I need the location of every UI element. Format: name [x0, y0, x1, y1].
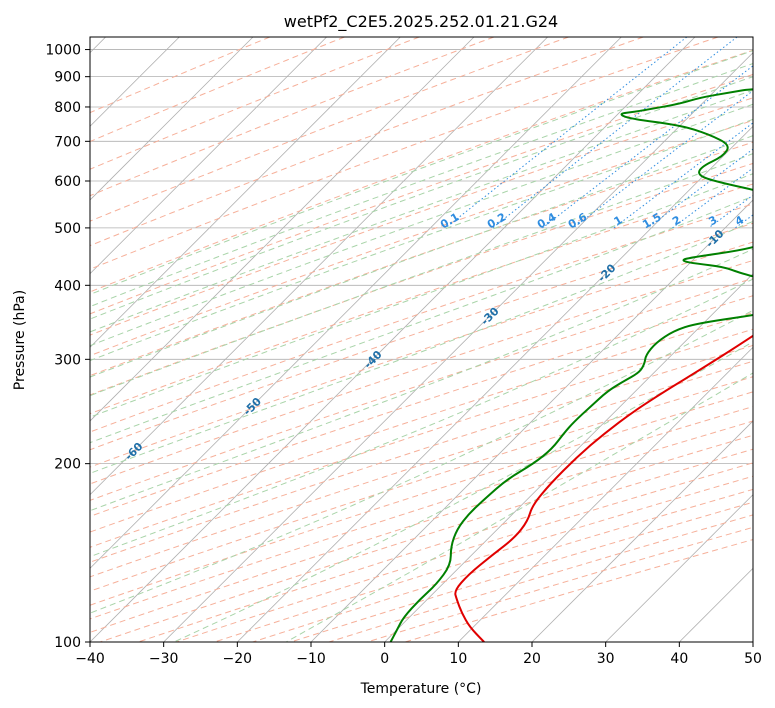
isotherm-line	[237, 125, 753, 642]
x-tick-label: 0	[380, 651, 389, 667]
y-axis-ticks: 100 200 300 400 500 600 700 800 900 1000	[45, 43, 90, 651]
x-tick-label: 50	[744, 651, 762, 667]
moist-adiabat-line	[90, 118, 753, 362]
chart-title: wetPf2_C2E5.2025.252.01.21.G24	[284, 12, 558, 32]
isotherm-line	[605, 494, 753, 642]
dry-adiabat-line	[90, 37, 420, 170]
moist-adiabat-lines	[90, 50, 753, 642]
dry-adiabat-line	[90, 141, 753, 377]
dry-adiabat-line	[90, 312, 753, 533]
y-tick-label: 600	[54, 174, 81, 190]
isotherm-line	[90, 37, 254, 201]
dry-adiabat-line	[90, 328, 753, 548]
dry-adiabat-line	[90, 97, 753, 336]
moist-adiabat-line	[90, 220, 753, 474]
dry-adiabat-line	[90, 37, 345, 143]
y-tick-label: 800	[54, 100, 81, 116]
isotherm-line	[90, 37, 548, 496]
y-tick-label: 700	[54, 134, 81, 150]
x-tick-label: −20	[223, 651, 253, 667]
y-axis-label: Pressure (hPa)	[12, 290, 28, 390]
moist-adiabat-line	[90, 135, 753, 378]
dry-adiabat-line	[90, 277, 753, 501]
plot-area: 0.10.20.40.611.52346810131620253036-100-…	[90, 37, 753, 642]
x-tick-label: −40	[75, 651, 105, 667]
y-tick-label: 500	[54, 221, 81, 237]
moist-adiabat-line	[90, 76, 753, 320]
y-tick-label: 400	[54, 278, 81, 294]
x-tick-label: −10	[296, 651, 326, 667]
moist-adiabat-line	[90, 89, 753, 333]
mixing-ratio-line	[492, 37, 738, 229]
dry-adiabat-line	[90, 183, 753, 415]
moist-adiabat-line	[90, 195, 753, 444]
isotherm-line	[90, 37, 696, 642]
y-tick-label: 900	[54, 70, 81, 86]
dry-adiabat-line	[90, 360, 753, 578]
dewpoint-profile-line	[389, 88, 753, 642]
dry-adiabat-line	[90, 259, 753, 485]
x-tick-label: 20	[523, 651, 541, 667]
plot-frame	[89, 36, 754, 643]
dry-adiabat-line	[90, 37, 644, 247]
mixing-ratio-line	[572, 90, 753, 229]
isotherm-line	[90, 37, 622, 569]
y-tick-label: 200	[54, 457, 81, 473]
mixing-ratio-line	[542, 65, 753, 229]
dry-adiabat-line	[90, 73, 753, 315]
y-tick-label: 300	[54, 352, 81, 368]
dry-adiabat-line	[90, 37, 495, 197]
isotherm-line	[90, 37, 327, 275]
y-tick-label: 1000	[45, 43, 81, 59]
isotherm-line	[384, 273, 753, 642]
dry-adiabat-line	[90, 162, 753, 396]
profile-series	[389, 88, 753, 642]
dry-adiabat-line	[90, 391, 753, 606]
dry-adiabat-line	[90, 37, 569, 222]
x-axis-ticks: −40 −30 −20 −10 0 10 20 30 40 50	[75, 642, 762, 667]
temperature-profile-line	[454, 334, 753, 642]
dry-adiabat-line	[90, 222, 753, 451]
moist-adiabat-line	[90, 173, 753, 418]
isotherm-line	[163, 52, 753, 642]
isotherm-line	[310, 199, 753, 642]
dry-adiabat-lines	[90, 37, 753, 642]
dry-adiabat-line	[90, 49, 753, 293]
x-tick-label: 10	[449, 651, 467, 667]
x-tick-label: 40	[670, 651, 688, 667]
dry-adiabat-line	[90, 119, 753, 357]
y-tick-label: 100	[54, 635, 81, 651]
moist-adiabat-line	[90, 153, 753, 397]
x-tick-label: −30	[149, 651, 179, 667]
isotherm-line	[90, 37, 475, 422]
isotherm-line	[90, 37, 401, 348]
isotherm-lines	[90, 37, 753, 642]
x-axis-label: Temperature (°C)	[360, 681, 482, 697]
x-tick-label: 30	[597, 651, 615, 667]
isotherm-line	[531, 420, 753, 642]
isotherm-line	[458, 346, 753, 642]
